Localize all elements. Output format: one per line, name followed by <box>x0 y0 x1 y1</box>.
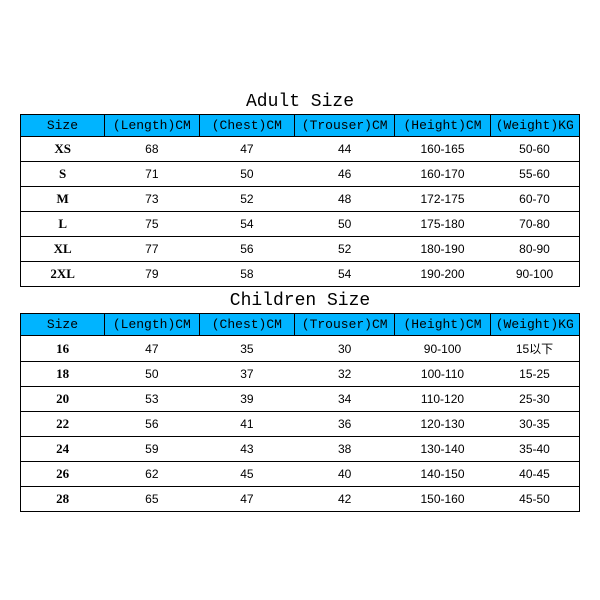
col-height: (Height)CM <box>395 115 490 137</box>
col-length: (Length)CM <box>104 314 199 336</box>
table-row: L755450175-18070-80 <box>21 212 580 237</box>
table-row: 28654742150-16045-50 <box>21 487 580 512</box>
size-chart-wrapper: Adult Size Size (Length)CM (Chest)CM (Tr… <box>20 88 580 512</box>
table-row: XS684744160-16550-60 <box>21 137 580 162</box>
col-length: (Length)CM <box>104 115 199 137</box>
adult-table: Size (Length)CM (Chest)CM (Trouser)CM (H… <box>20 114 580 287</box>
children-table: Size (Length)CM (Chest)CM (Trouser)CM (H… <box>20 313 580 512</box>
col-chest: (Chest)CM <box>199 115 294 137</box>
table-row: 26624540140-15040-45 <box>21 462 580 487</box>
col-weight: (Weight)KG <box>490 314 580 336</box>
col-size: Size <box>21 115 105 137</box>
adult-title: Adult Size <box>20 88 580 114</box>
table-row: 18503732100-11015-25 <box>21 362 580 387</box>
children-header-row: Size (Length)CM (Chest)CM (Trouser)CM (H… <box>21 314 580 336</box>
table-row: 1647353090-10015以下 <box>21 336 580 362</box>
col-weight: (Weight)KG <box>490 115 580 137</box>
table-row: XL775652180-19080-90 <box>21 237 580 262</box>
table-row: 22564136120-13030-35 <box>21 412 580 437</box>
col-trouser: (Trouser)CM <box>294 115 395 137</box>
children-body: 1647353090-10015以下 18503732100-11015-25 … <box>21 336 580 512</box>
col-trouser: (Trouser)CM <box>294 314 395 336</box>
table-row: 20533934110-12025-30 <box>21 387 580 412</box>
col-size: Size <box>21 314 105 336</box>
table-row: S715046160-17055-60 <box>21 162 580 187</box>
children-title: Children Size <box>20 287 580 313</box>
table-row: 2XL795854190-20090-100 <box>21 262 580 287</box>
adult-body: XS684744160-16550-60 S715046160-17055-60… <box>21 137 580 287</box>
col-height: (Height)CM <box>395 314 490 336</box>
adult-header-row: Size (Length)CM (Chest)CM (Trouser)CM (H… <box>21 115 580 137</box>
table-row: 24594338130-14035-40 <box>21 437 580 462</box>
col-chest: (Chest)CM <box>199 314 294 336</box>
table-row: M735248172-17560-70 <box>21 187 580 212</box>
